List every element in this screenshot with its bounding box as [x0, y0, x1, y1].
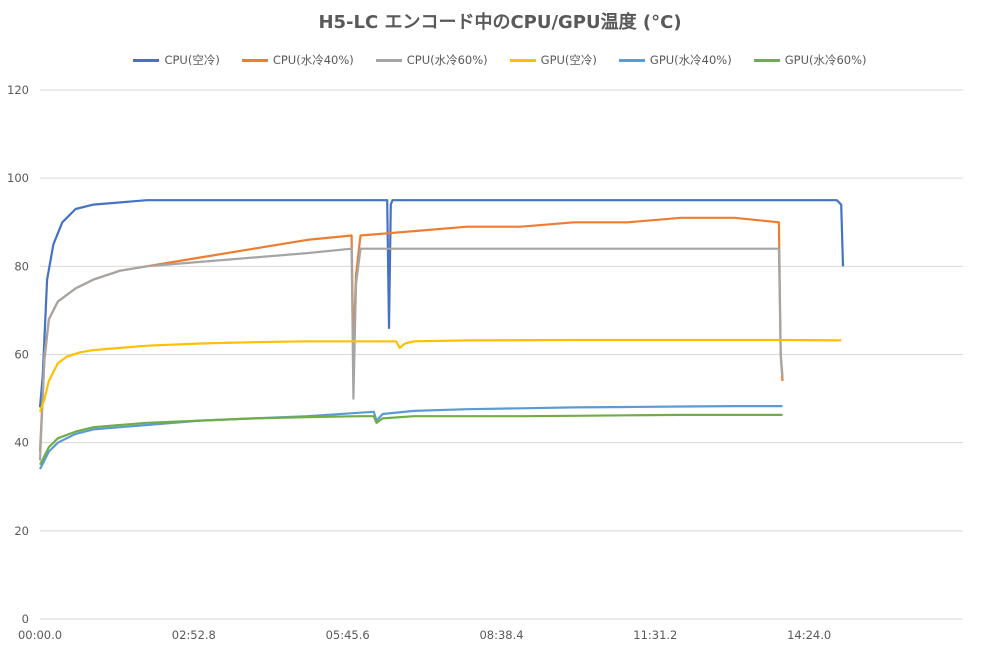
- series-line-3: [38, 247, 784, 461]
- series-line-5: [39, 405, 783, 470]
- legend-label: CPU(空冷): [164, 53, 220, 67]
- x-tick-label: 14:24.0: [787, 628, 831, 642]
- legend-label: CPU(水冷60%): [406, 53, 488, 67]
- x-tick-label: 08:38.4: [479, 628, 523, 642]
- y-tick-label: 120: [7, 83, 29, 97]
- legend-swatch: [375, 58, 402, 62]
- y-tick-label: 100: [7, 171, 29, 185]
- series-line-4: [38, 338, 842, 413]
- legend-swatch: [753, 58, 780, 62]
- x-tick-label: 11:31.2: [633, 628, 677, 642]
- y-tick-label: 40: [14, 436, 29, 450]
- y-tick-label: 20: [14, 524, 29, 538]
- series-line-6: [39, 413, 783, 466]
- legend-item: GPU(水冷40%): [618, 52, 732, 68]
- legend-swatch: [509, 58, 536, 62]
- legend-swatch: [241, 58, 268, 62]
- x-tick-label: 02:52.8: [172, 628, 216, 642]
- x-tick-label: 00:00.0: [18, 628, 62, 642]
- legend-item: CPU(空冷): [133, 52, 220, 68]
- legend-item: GPU(水冷60%): [753, 52, 867, 68]
- legend-label: GPU(水冷60%): [784, 53, 867, 67]
- legend-swatch: [618, 58, 645, 62]
- y-tick-label: 0: [22, 612, 29, 626]
- y-tick-label: 60: [14, 348, 29, 362]
- legend-item: CPU(水冷40%): [241, 52, 354, 68]
- legend-label: GPU(水冷40%): [649, 53, 732, 67]
- chart-title: H5-LC エンコード中のCPU/GPU温度 (°C): [318, 12, 682, 33]
- x-tick-label: 05:45.6: [326, 628, 370, 642]
- series-line-1: [38, 199, 845, 408]
- legend-swatch: [133, 58, 160, 62]
- chart-legend: CPU(空冷) CPU(水冷40%) CPU(水冷60%) GPU(空冷) GPU(水冷…: [0, 52, 1000, 68]
- legend-label: CPU(水冷40%): [272, 53, 354, 67]
- legend-label: GPU(空冷): [540, 53, 597, 67]
- legend-item: CPU(水冷60%): [375, 52, 488, 68]
- legend-item: GPU(空冷): [509, 52, 597, 68]
- y-tick-label: 80: [14, 259, 29, 273]
